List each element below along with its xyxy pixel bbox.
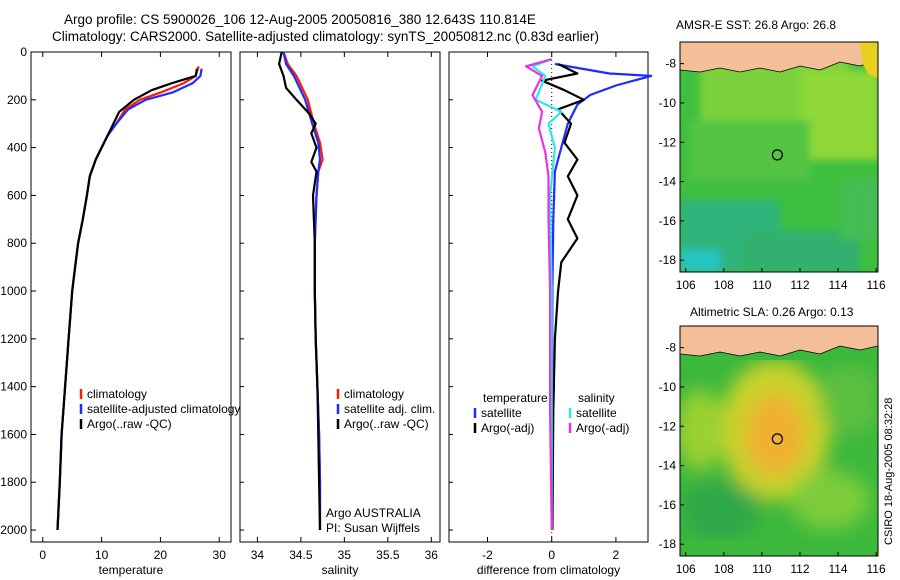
x-tick-label: 35 <box>338 548 352 562</box>
map-y-tick-label: -8 <box>665 341 676 355</box>
x-tick-label: 30 <box>213 548 227 562</box>
map-y-tick-label: -14 <box>659 175 677 189</box>
map-y-tick-label: -10 <box>659 96 677 110</box>
map-x-tick-label: 116 <box>867 278 886 292</box>
sst-map-frame <box>679 41 879 273</box>
land-java-sla <box>680 326 878 357</box>
sst-map-axes: 106 108 110 112 114 116 -8 -10 -12 -14 -16 -18 <box>659 57 886 292</box>
legend-label: Argo(..raw -QC) <box>87 417 172 431</box>
figure-title-line-2: Climatology: CARS2000. Satellite-adjuste… <box>52 29 600 44</box>
map-x-tick-label: 114 <box>828 562 847 576</box>
series-line-argo-raw-qc- <box>56 68 198 531</box>
land-highlight <box>860 42 878 78</box>
map-y-tick-label: -10 <box>659 380 677 394</box>
y-tick-label: 400 <box>7 141 27 155</box>
y-tick-label: 0 <box>20 45 27 59</box>
x-tick-label: 0 <box>39 548 46 562</box>
annotation-text: Argo AUSTRALIA <box>326 506 421 520</box>
series-line-climatology <box>56 65 200 531</box>
map-x-tick-label: 112 <box>790 278 809 292</box>
y-tick-label: 600 <box>7 188 27 202</box>
y-tick-label: 1600 <box>0 427 27 441</box>
series-line-salinity-argo-adj- <box>524 58 553 531</box>
temperature-profile: 0 10 20 30 0 200 400 600 800 1000 1200 1400 1600 1800… <box>0 45 240 577</box>
legend-label: climatology <box>87 387 147 401</box>
x-tick-label: 34.5 <box>289 548 313 562</box>
y-tick-label: 1200 <box>0 332 27 346</box>
y-tick-label: 2000 <box>0 523 27 537</box>
map-x-tick-label: 110 <box>752 278 771 292</box>
salinity-profile-frame <box>239 51 441 543</box>
legend-label: satellite-adjusted climatology <box>87 402 240 416</box>
y-tick-label: 200 <box>7 93 27 107</box>
legend-heading: salinity <box>578 391 615 405</box>
series-line-argo-raw-qc- <box>278 51 322 531</box>
map-x-tick-label: 116 <box>867 562 886 576</box>
x-axis-label: temperature <box>99 563 164 577</box>
map-y-tick-label: -18 <box>659 253 677 267</box>
map-x-tick-label: 114 <box>828 278 847 292</box>
x-tick-label: 36 <box>425 548 439 562</box>
legend-label: climatology <box>344 387 404 401</box>
x-tick-label: 20 <box>154 548 168 562</box>
figure-title-line-1: Argo profile: CS 5900026_106 12-Aug-2005… <box>64 12 536 27</box>
map-x-tick-label: 108 <box>714 562 734 576</box>
map-x-tick-label: 106 <box>676 278 696 292</box>
annotation-text: PI: Susan Wijffels <box>326 521 420 535</box>
x-tick-label: 0 <box>548 548 555 562</box>
sst-map-title: AMSR-E SST: 26.8 Argo: 26.8 <box>676 18 837 32</box>
series-line-satellite-adjusted-climatology <box>56 68 203 531</box>
float-position-marker <box>771 433 783 445</box>
legend-label: satellite adj. clim. <box>344 402 435 416</box>
map-y-tick-label: -8 <box>665 57 676 71</box>
sla-map-title: Altimetric SLA: 0.26 Argo: 0.13 <box>690 305 854 319</box>
salinity-profile: 34 34.5 35 35.5 36 salinity climatologysatelli… <box>239 51 441 577</box>
map-x-tick-label: 108 <box>714 278 734 292</box>
legend-label: satellite <box>576 406 617 420</box>
x-tick-label: -2 <box>482 548 493 562</box>
x-tick-label: 34 <box>251 548 265 562</box>
sla-map <box>680 326 878 556</box>
sla-map-axes: 106 108 110 112 114 116 -8 -10 -12 -14 -16 -18 <box>659 341 886 576</box>
temperature-profile-frame <box>30 51 232 543</box>
map-y-tick-label: -16 <box>659 498 677 512</box>
map-y-tick-label: -12 <box>659 135 677 149</box>
x-tick-label: 35.5 <box>376 548 400 562</box>
y-tick-label: 1800 <box>0 475 27 489</box>
y-tick-label: 1400 <box>0 380 27 394</box>
y-tick-label: 800 <box>7 236 27 250</box>
float-position-marker <box>771 149 783 161</box>
x-axis-label: salinity <box>322 563 359 577</box>
legend-heading: temperature <box>483 391 548 405</box>
map-x-tick-label: 112 <box>790 562 809 576</box>
map-y-tick-label: -16 <box>659 214 677 228</box>
sst-map <box>680 42 878 272</box>
series-line-temperature-argo-adj- <box>540 63 585 531</box>
y-tick-label: 1000 <box>0 284 27 298</box>
map-x-tick-label: 110 <box>752 562 771 576</box>
legend-label: Argo(-adj) <box>576 421 629 435</box>
map-x-tick-label: 106 <box>676 562 696 576</box>
legend-label: Argo(..raw -QC) <box>344 417 429 431</box>
legend-label: satellite <box>481 406 522 420</box>
x-tick-label: 2 <box>613 548 620 562</box>
series-line-salinity-satellite <box>531 58 563 530</box>
map-y-tick-label: -12 <box>659 419 677 433</box>
sla-map-frame <box>679 325 879 557</box>
difference-from-climatology-frame <box>448 51 649 543</box>
map-y-tick-label: -18 <box>659 537 677 551</box>
legend-label: Argo(-adj) <box>481 421 534 435</box>
map-y-tick-label: -14 <box>659 459 677 473</box>
x-axis-label: difference from climatology <box>477 563 620 577</box>
x-tick-label: 10 <box>95 548 109 562</box>
